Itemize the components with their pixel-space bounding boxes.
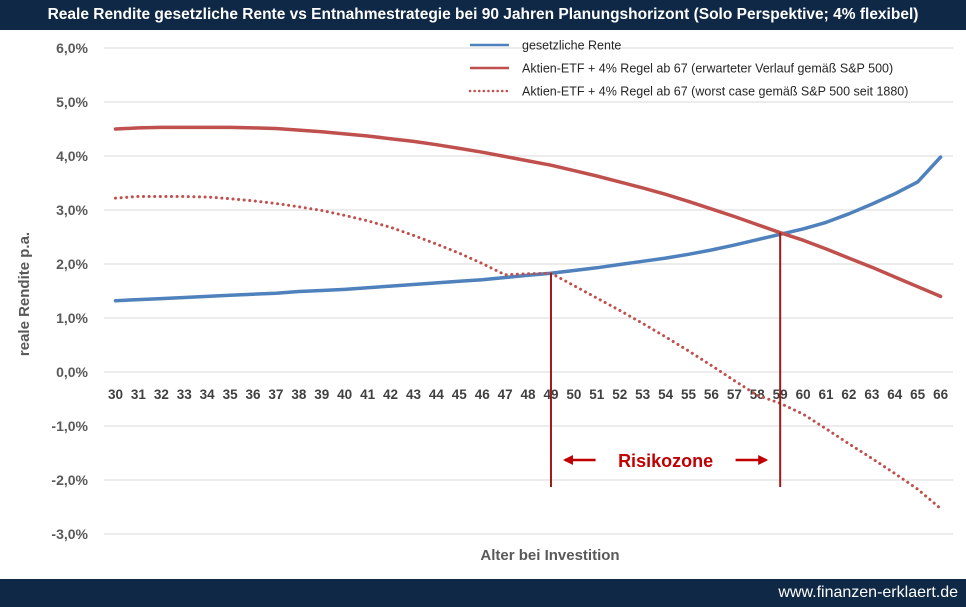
x-tick-label: 64 [887,387,903,402]
series-line-3 [114,195,943,511]
x-tick-label: 56 [704,387,720,402]
footer-bar: www.finanzen-erklaert.de [0,579,966,607]
x-tick-label: 65 [910,387,926,402]
x-tick-label: 44 [429,387,445,402]
y-tick-label: -2,0% [51,472,88,488]
x-tick-label: 43 [406,387,422,402]
x-tick-label: 45 [452,387,468,402]
risk-markers [549,232,782,488]
y-tick-label: 6,0% [56,40,88,56]
y-tick-label: -1,0% [51,418,88,434]
x-tick-label: 40 [337,387,352,402]
x-tick-label: 39 [314,387,329,402]
x-tick-label: 60 [796,387,811,402]
chart-title: Reale Rendite gesetzliche Rente vs Entna… [47,6,919,23]
x-tick-label: 41 [360,387,376,402]
y-tick-label: 1,0% [56,310,88,326]
x-tick-label: 55 [681,387,697,402]
x-tick-label: 48 [521,387,537,402]
x-tick-label: 66 [933,387,949,402]
footer-link[interactable]: www.finanzen-erklaert.de [778,584,958,601]
x-tick-label: 37 [268,387,283,402]
grid [104,47,953,535]
series-line-2 [113,125,943,299]
legend-label-1: gesetzliche Rente [522,39,621,53]
x-tick-label: 53 [635,387,651,402]
y-axis-ticks: 6,0% 5,0% 4,0% 3,0% 2,0% 1,0% 0,0% -1,0% -2,0% -3… [51,40,88,542]
x-tick-label: 36 [246,387,262,402]
y-tick-label: 4,0% [56,148,88,164]
annotation-arrowhead-right [758,455,769,466]
x-tick-label: 52 [612,387,627,402]
x-tick-label: 63 [864,387,880,402]
x-tick-label: 42 [383,387,398,402]
title-bar: Reale Rendite gesetzliche Rente vs Entna… [0,0,966,30]
x-tick-label: 54 [658,387,674,402]
x-tick-label: 51 [589,387,605,402]
x-tick-label: 34 [200,387,216,402]
annotation-label: Risikozone [618,451,713,471]
x-tick-label: 50 [566,387,581,402]
x-tick-label: 35 [223,387,239,402]
legend-label-3: Aktien-ETF + 4% Regel ab 67 (worst case … [522,85,908,99]
y-axis-title: reale Rendite p.a. [16,232,33,356]
x-tick-label: 57 [727,387,742,402]
y-tick-label: 0,0% [56,364,88,380]
x-tick-label: 61 [819,387,835,402]
x-tick-label: 31 [131,387,147,402]
x-tick-label: 62 [841,387,856,402]
y-tick-label: 2,0% [56,256,88,272]
annotation-arrowhead-left [562,455,573,466]
annotation: Risikozone [562,451,769,471]
x-tick-label: 47 [498,387,513,402]
x-axis-title: Alter bei Investition [480,547,619,564]
legend: gesetzliche Rente Aktien-ETF + 4% Regel a… [468,39,908,99]
series-line-1 [113,155,943,303]
series-lines [113,125,943,511]
x-tick-label: 30 [108,387,123,402]
y-tick-label: 5,0% [56,94,88,110]
x-tick-label: 32 [154,387,169,402]
x-axis-ticks: 3031323334353637383940414243444546474849… [108,387,949,402]
y-tick-label: -3,0% [51,526,88,542]
legend-label-2: Aktien-ETF + 4% Regel ab 67 (erwarteter … [522,62,893,76]
y-tick-label: 3,0% [56,202,88,218]
x-tick-label: 38 [291,387,307,402]
x-tick-label: 33 [177,387,193,402]
x-tick-label: 46 [475,387,491,402]
